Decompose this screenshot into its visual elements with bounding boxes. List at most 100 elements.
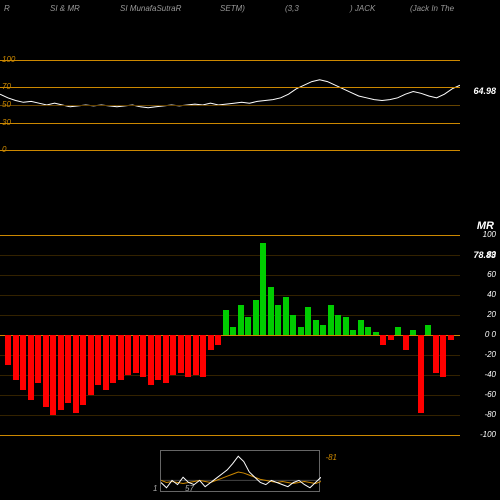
mr-bar bbox=[230, 327, 236, 335]
mr-bar bbox=[178, 335, 184, 373]
mr-bar bbox=[95, 335, 101, 385]
header-text: SI MunafaSutraR bbox=[120, 4, 181, 13]
gridline bbox=[0, 235, 460, 236]
mr-bar bbox=[148, 335, 154, 385]
gridline bbox=[0, 435, 460, 436]
mr-bar bbox=[290, 315, 296, 335]
mr-bar bbox=[80, 335, 86, 405]
mr-bar bbox=[73, 335, 79, 413]
mr-bar bbox=[320, 325, 326, 335]
mr-bar bbox=[298, 327, 304, 335]
mr-bar bbox=[238, 305, 244, 335]
gridline bbox=[0, 295, 460, 296]
mr-bar bbox=[305, 307, 311, 335]
mr-bar bbox=[275, 305, 281, 335]
axis-tick-label: 40 bbox=[487, 290, 496, 299]
axis-tick-label: 50 bbox=[2, 100, 11, 109]
mr-bar bbox=[223, 310, 229, 335]
mr-bar bbox=[88, 335, 94, 395]
axis-tick-label: 20 bbox=[487, 310, 496, 319]
mr-bar bbox=[433, 335, 439, 373]
mr-bar bbox=[58, 335, 64, 410]
mr-bar bbox=[388, 335, 394, 340]
mini-indicator-panel: -81 1 57 bbox=[160, 450, 320, 492]
mr-bar bbox=[13, 335, 19, 380]
mr-bar bbox=[410, 330, 416, 335]
mr-bar bbox=[335, 315, 341, 335]
mr-bar bbox=[283, 297, 289, 335]
mr-bar bbox=[185, 335, 191, 377]
mr-bar bbox=[20, 335, 26, 390]
mr-bar bbox=[208, 335, 214, 350]
mr-bar bbox=[260, 243, 266, 335]
mr-bar bbox=[395, 327, 401, 335]
gridline bbox=[0, 60, 460, 61]
axis-tick-label: -20 bbox=[484, 350, 496, 359]
axis-tick-label: 70 bbox=[2, 82, 11, 91]
axis-tick-label: -60 bbox=[484, 390, 496, 399]
mr-bar bbox=[140, 335, 146, 377]
axis-tick-label: 100 bbox=[2, 55, 15, 64]
gridline bbox=[0, 105, 460, 106]
mini-label-bottom-left: 1 bbox=[153, 484, 157, 493]
gridline bbox=[0, 275, 460, 276]
mini-label-top-right: -81 bbox=[325, 453, 337, 462]
mr-bar bbox=[425, 325, 431, 335]
mr-bar bbox=[65, 335, 71, 403]
mr-bar bbox=[215, 335, 221, 345]
mr-bar bbox=[28, 335, 34, 400]
header-text: ) JACK bbox=[350, 4, 375, 13]
header-text: R bbox=[4, 4, 10, 13]
axis-tick-label: -80 bbox=[484, 410, 496, 419]
mr-bar bbox=[193, 335, 199, 375]
gridline bbox=[0, 415, 460, 416]
header-text: SETM) bbox=[220, 4, 245, 13]
mr-bar bbox=[328, 305, 334, 335]
mr-bar bbox=[163, 335, 169, 383]
mr-bar bbox=[133, 335, 139, 373]
mr-bar bbox=[200, 335, 206, 377]
mr-bar bbox=[268, 287, 274, 335]
header-text: (3,3 bbox=[285, 4, 299, 13]
mr-bar bbox=[448, 335, 454, 340]
axis-tick-label: 60 bbox=[487, 270, 496, 279]
mr-bar bbox=[358, 320, 364, 335]
mr-bar bbox=[373, 332, 379, 335]
axis-tick-label: 30 bbox=[2, 118, 11, 127]
gridline bbox=[0, 315, 460, 316]
rsi-current-value: 64.98 bbox=[473, 86, 496, 96]
mr-bar bbox=[365, 327, 371, 335]
mr-bar bbox=[343, 317, 349, 335]
mr-bar bbox=[245, 317, 251, 335]
gridline bbox=[0, 255, 460, 256]
mr-bar bbox=[125, 335, 131, 375]
mr-bar bbox=[103, 335, 109, 390]
chart-header: R SI & MR SI MunafaSutraR SETM) (3,3 ) JACK (J… bbox=[0, 4, 500, 20]
mr-bar bbox=[110, 335, 116, 383]
mr-bar bbox=[350, 330, 356, 335]
header-text: (Jack In The bbox=[410, 4, 454, 13]
mr-bar bbox=[170, 335, 176, 375]
mini-label-bottom-right: 57 bbox=[185, 484, 194, 493]
axis-tick-label: 0 bbox=[2, 145, 6, 154]
mr-bar bbox=[380, 335, 386, 345]
mr-bar bbox=[35, 335, 41, 383]
mr-bar bbox=[118, 335, 124, 380]
mr-bar bbox=[403, 335, 409, 350]
mr-bar-panel: 78.83 100806040200 0-20-40-60-80-100 bbox=[0, 235, 500, 435]
mr-bar bbox=[253, 300, 259, 335]
mr-bar bbox=[50, 335, 56, 415]
mr-bar bbox=[418, 335, 424, 413]
mr-bar bbox=[440, 335, 446, 377]
mr-bar bbox=[155, 335, 161, 380]
axis-tick-label: -40 bbox=[484, 370, 496, 379]
gridline bbox=[0, 87, 460, 88]
axis-tick-label: 100 bbox=[483, 230, 496, 239]
header-text: SI & MR bbox=[50, 4, 80, 13]
axis-tick-label: 80 bbox=[487, 250, 496, 259]
gridline bbox=[0, 150, 460, 151]
axis-tick-label: 0 0 bbox=[485, 330, 496, 339]
mr-bar bbox=[313, 320, 319, 335]
rsi-panel: 64.98 1007050300 bbox=[0, 60, 500, 150]
mr-bar bbox=[5, 335, 11, 365]
